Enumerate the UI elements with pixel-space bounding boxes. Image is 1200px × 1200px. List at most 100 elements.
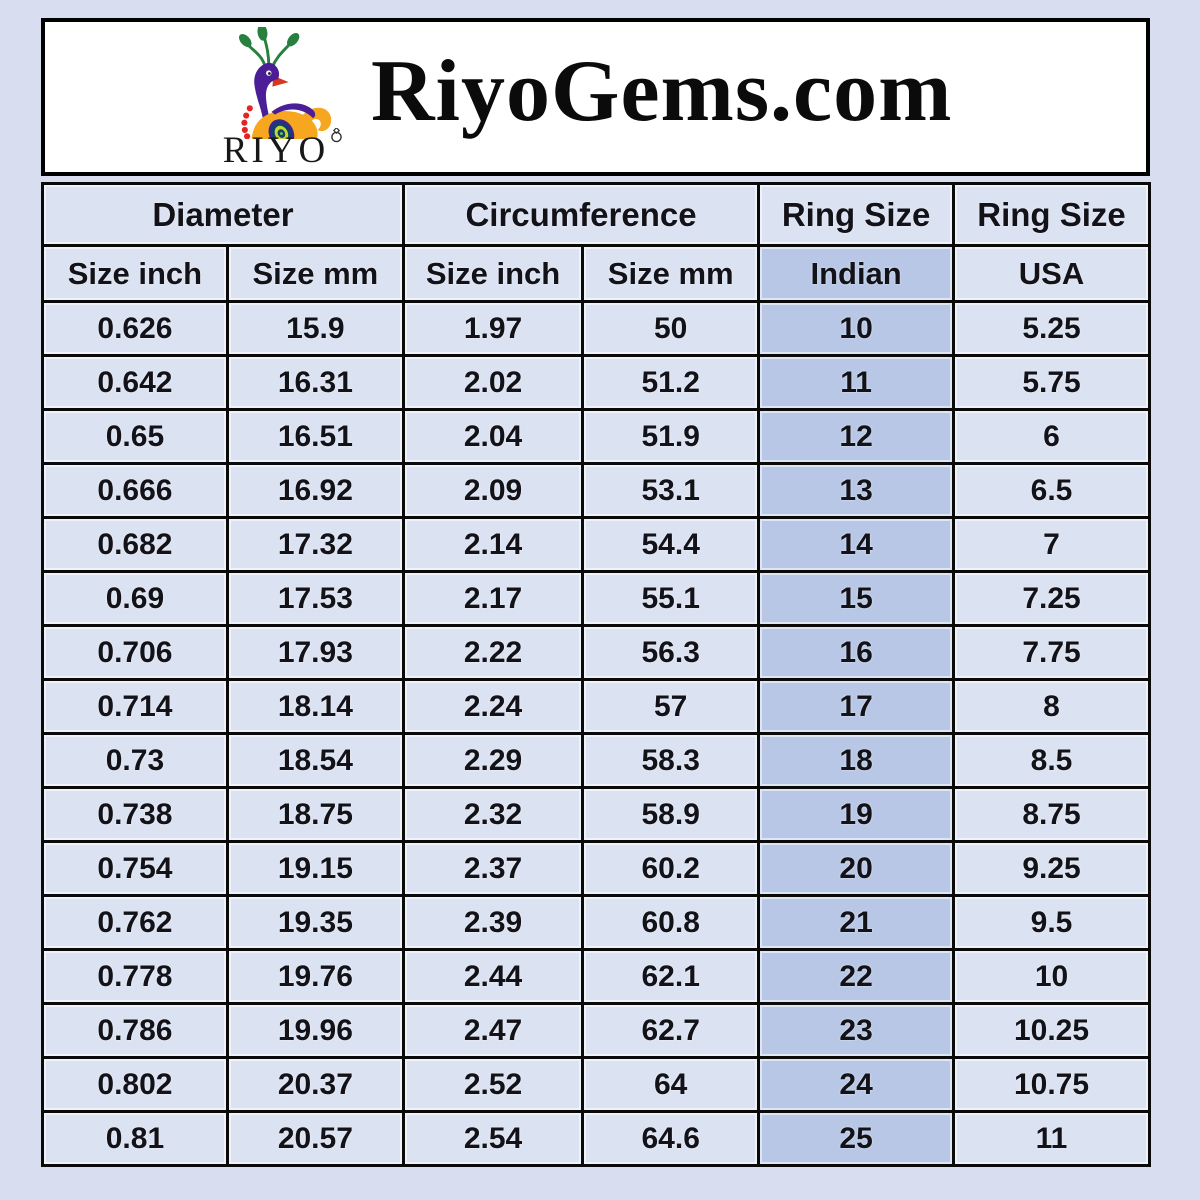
table-cell: 19.35 (225, 894, 405, 951)
table-cell: 18.54 (225, 732, 405, 789)
table-cell: 6 (952, 408, 1151, 465)
table-cell: 15 (757, 570, 956, 627)
table-cell: 2.54 (401, 1110, 585, 1167)
table-cell: 50 (581, 300, 761, 357)
table-cell: 18.14 (225, 678, 405, 735)
table-row: 0.778 19.76 2.44 62.1 22 10 (41, 948, 1151, 1005)
table-row: 0.682 17.32 2.14 54.4 14 7 (41, 516, 1151, 573)
table-row: 0.802 20.37 2.52 64 24 10.75 (41, 1056, 1151, 1113)
group-header-1: Circumference (401, 182, 761, 247)
group-header-3: Ring Size (952, 182, 1151, 247)
table-cell: 6.5 (952, 462, 1151, 519)
column-header-size-inch-2: Size inch (401, 244, 585, 303)
table-cell: 2.47 (401, 1002, 585, 1059)
table-row: 0.642 16.31 2.02 51.2 11 5.75 (41, 354, 1151, 411)
table-cell: 16 (757, 624, 956, 681)
table-cell: 2.04 (401, 408, 585, 465)
table-cell: 2.44 (401, 948, 585, 1005)
table-cell: 0.666 (41, 462, 229, 519)
ring-size-table: Diameter Circumference Ring Size Ring Size … (41, 182, 1151, 1167)
table-cell: 51.9 (581, 408, 761, 465)
table-cell: 2.17 (401, 570, 585, 627)
table-cell: 25 (757, 1110, 956, 1167)
table-cell: 2.14 (401, 516, 585, 573)
table-row: 0.626 15.9 1.97 50 10 5.25 (41, 300, 1151, 357)
table-cell: 17.93 (225, 624, 405, 681)
column-header-size-mm-3: Size mm (581, 244, 761, 303)
table-cell: 16.92 (225, 462, 405, 519)
table-cell: 14 (757, 516, 956, 573)
table-cell: 16.31 (225, 354, 405, 411)
group-header-2: Ring Size (757, 182, 956, 247)
table-cell: 0.65 (41, 408, 229, 465)
table-cell: 20.57 (225, 1110, 405, 1167)
table-cell: 7.25 (952, 570, 1151, 627)
table-row: 0.666 16.92 2.09 53.1 13 6.5 (41, 462, 1151, 519)
table-cell: 0.714 (41, 678, 229, 735)
table-row: 0.81 20.57 2.54 64.6 25 11 (41, 1110, 1151, 1167)
table-row: 0.754 19.15 2.37 60.2 20 9.25 (41, 840, 1151, 897)
table-cell: 7.75 (952, 624, 1151, 681)
table-cell: 10.25 (952, 1002, 1151, 1059)
table-cell: 62.1 (581, 948, 761, 1005)
table-cell: 10 (952, 948, 1151, 1005)
table-cell: 2.37 (401, 840, 585, 897)
table-cell: 60.2 (581, 840, 761, 897)
table-cell: 19.76 (225, 948, 405, 1005)
table-cell: 0.626 (41, 300, 229, 357)
table-row: 0.706 17.93 2.22 56.3 16 7.75 (41, 624, 1151, 681)
table-cell: 0.738 (41, 786, 229, 843)
table-row: 0.762 19.35 2.39 60.8 21 9.5 (41, 894, 1151, 951)
table-cell: 2.32 (401, 786, 585, 843)
column-header-usa-5: USA (952, 244, 1151, 303)
peacock-logo-icon (239, 27, 332, 140)
table-cell: 9.5 (952, 894, 1151, 951)
table-cell: 20 (757, 840, 956, 897)
table-cell: 20.37 (225, 1056, 405, 1113)
table-cell: 0.81 (41, 1110, 229, 1167)
table-cell: 2.22 (401, 624, 585, 681)
table-cell: 13 (757, 462, 956, 519)
table-cell: 2.02 (401, 354, 585, 411)
column-header-indian-4: Indian (757, 244, 956, 303)
table-cell: 0.69 (41, 570, 229, 627)
logo-wordmark: RIYO (223, 128, 343, 169)
table-cell: 2.24 (401, 678, 585, 735)
column-header-size-inch-0: Size inch (41, 244, 229, 303)
table-cell: 19.15 (225, 840, 405, 897)
table-cell: 58.9 (581, 786, 761, 843)
table-cell: 62.7 (581, 1002, 761, 1059)
table-cell: 54.4 (581, 516, 761, 573)
table-cell: 64 (581, 1056, 761, 1113)
table-cell: 8.75 (952, 786, 1151, 843)
table-cell: 0.706 (41, 624, 229, 681)
table-cell: 0.762 (41, 894, 229, 951)
table-cell: 2.39 (401, 894, 585, 951)
table-cell: 2.09 (401, 462, 585, 519)
table-cell: 0.642 (41, 354, 229, 411)
table-body: 0.626 15.9 1.97 50 10 5.25 0.642 16.31 2.02 51.2 1… (41, 300, 1151, 1167)
site-title: RiyoGems.com (371, 42, 953, 140)
table-cell: 5.25 (952, 300, 1151, 357)
table-cell: 12 (757, 408, 956, 465)
table-cell: 10.75 (952, 1056, 1151, 1113)
table-cell: 55.1 (581, 570, 761, 627)
table-cell: 0.682 (41, 516, 229, 573)
header-banner: RIYO RiyoGems.com (41, 18, 1150, 176)
table-row: 0.73 18.54 2.29 58.3 18 8.5 (41, 732, 1151, 789)
table-cell: 15.9 (225, 300, 405, 357)
table-cell: 19 (757, 786, 956, 843)
table-cell: 19.96 (225, 1002, 405, 1059)
table-cell: 2.52 (401, 1056, 585, 1113)
table-row: 0.69 17.53 2.17 55.1 15 7.25 (41, 570, 1151, 627)
table-cell: 53.1 (581, 462, 761, 519)
ring-icon (330, 128, 343, 143)
table-cell: 22 (757, 948, 956, 1005)
table-cell: 1.97 (401, 300, 585, 357)
table-cell: 0.754 (41, 840, 229, 897)
table-cell: 18 (757, 732, 956, 789)
table-cell: 17 (757, 678, 956, 735)
table-cell: 0.778 (41, 948, 229, 1005)
riyo-logo: RIYO (201, 27, 351, 169)
